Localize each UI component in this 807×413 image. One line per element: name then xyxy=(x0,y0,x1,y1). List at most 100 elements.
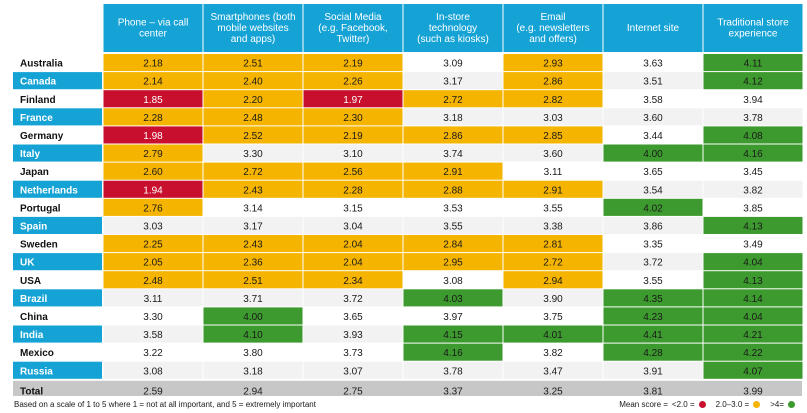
heat-cell xyxy=(303,271,403,289)
heat-cell-value: 1.98 xyxy=(143,131,163,142)
heat-cell xyxy=(503,90,603,108)
heat-cell-value: 1.85 xyxy=(143,95,163,106)
heat-cell-value: 4.13 xyxy=(743,221,763,232)
heat-cell xyxy=(503,54,603,72)
heat-cell xyxy=(603,289,703,307)
heat-cell xyxy=(103,198,203,216)
heat-cell xyxy=(503,235,603,253)
heat-cell-value: 1.97 xyxy=(343,95,363,106)
heat-cell-value: 3.71 xyxy=(243,294,263,305)
heat-cell-value: 3.44 xyxy=(643,131,663,142)
column-header-6 xyxy=(703,4,803,52)
heat-cell-value: 2.72 xyxy=(543,258,563,269)
heat-cell-value: 2.19 xyxy=(343,59,363,70)
heat-cell xyxy=(503,126,603,144)
heat-cell xyxy=(303,289,403,307)
heat-cell-value: 3.09 xyxy=(443,59,463,70)
heat-cell-value: 3.45 xyxy=(743,167,763,178)
heat-cell xyxy=(303,253,403,271)
heat-cell-value: 3.65 xyxy=(643,167,663,178)
heat-cell-value: 2.51 xyxy=(243,59,263,70)
heat-cell xyxy=(403,235,503,253)
heat-cell-value: 3.60 xyxy=(543,149,563,160)
country-label-bg xyxy=(13,144,102,162)
heat-cell-value: 2.56 xyxy=(343,167,363,178)
country-label-bg xyxy=(13,325,102,343)
heat-cell-value: 3.08 xyxy=(143,366,163,377)
heat-cell xyxy=(103,108,203,126)
heat-cell-value: 3.55 xyxy=(543,203,563,214)
heat-cell-value: 4.10 xyxy=(243,330,263,341)
heat-cell-value: 4.00 xyxy=(243,312,263,323)
heat-cell-value: 3.60 xyxy=(643,113,663,124)
heat-cell xyxy=(703,54,803,72)
heat-cell xyxy=(503,144,603,162)
heat-cell xyxy=(103,54,203,72)
heat-cell xyxy=(703,162,803,180)
heat-cell-value: 2.76 xyxy=(143,203,163,214)
heat-cell xyxy=(703,180,803,198)
heat-cell-value: 3.18 xyxy=(443,113,463,124)
heat-cell-value: 3.49 xyxy=(743,240,763,251)
heat-cell xyxy=(503,162,603,180)
column-header-label: Social Media xyxy=(324,12,382,23)
heat-cell-value: 3.18 xyxy=(243,366,263,377)
heat-cell-value: 2.19 xyxy=(343,131,363,142)
country-label-spain: Spain xyxy=(20,221,47,232)
heat-cell-value: 3.73 xyxy=(343,348,363,359)
country-label-bg xyxy=(13,253,102,271)
heat-cell-value: 3.04 xyxy=(343,221,363,232)
total-row-label: Total xyxy=(20,386,43,396)
heat-cell-value: 2.48 xyxy=(143,276,163,287)
heat-cell xyxy=(503,72,603,90)
heat-cell xyxy=(203,126,303,144)
heat-cell xyxy=(103,325,203,343)
heat-cell-value: 3.65 xyxy=(343,312,363,323)
heat-cell-value: 4.16 xyxy=(443,348,463,359)
country-label-bg xyxy=(13,361,102,379)
column-header-label: Email xyxy=(540,12,565,23)
legend-dot-high xyxy=(788,401,795,408)
column-header-label: (e.g. newsletters xyxy=(516,23,589,34)
heat-cell xyxy=(203,198,303,216)
heat-cell xyxy=(703,126,803,144)
heat-cell-value: 3.78 xyxy=(743,113,763,124)
column-header-label: and apps) xyxy=(231,34,275,45)
heat-cell xyxy=(203,162,303,180)
heat-cell xyxy=(203,235,303,253)
heat-cell-value: 2.72 xyxy=(243,167,263,178)
heat-cell xyxy=(103,361,203,379)
country-label-bg xyxy=(13,271,102,289)
heat-cell xyxy=(503,325,603,343)
heat-cell-value: 2.79 xyxy=(143,149,163,160)
heat-cell xyxy=(403,361,503,379)
heat-cell-value: 2.86 xyxy=(443,131,463,142)
heat-cell-value: 3.93 xyxy=(343,330,363,341)
heat-cell-value: 2.81 xyxy=(543,240,563,251)
legend-dot-low xyxy=(698,401,706,408)
legend-label-low: <2.0 = xyxy=(671,400,695,409)
heat-cell-value: 2.52 xyxy=(243,131,263,142)
country-label-bg xyxy=(13,54,102,72)
chart-footer: Based on a scale of 1 to 5 where 1 = not… xyxy=(0,396,807,413)
column-header-label: experience xyxy=(729,29,778,40)
country-label-bg xyxy=(13,307,102,325)
country-label-bg xyxy=(13,126,102,144)
heat-cell-value: 2.82 xyxy=(543,95,563,106)
heat-cell-value: 4.04 xyxy=(743,258,763,269)
country-label-brazil: Brazil xyxy=(20,294,47,305)
heat-cell xyxy=(403,325,503,343)
heat-cell-value: 3.51 xyxy=(643,77,663,88)
heat-cell xyxy=(703,289,803,307)
heat-cell-value: 2.28 xyxy=(343,185,363,196)
heat-cell-value: 4.07 xyxy=(743,366,763,377)
heat-cell-value: 4.14 xyxy=(743,294,763,305)
total-cell-value: 3.99 xyxy=(743,386,763,396)
heat-cell xyxy=(703,198,803,216)
heat-cell-value: 2.20 xyxy=(243,95,263,106)
heat-cell-value: 4.15 xyxy=(443,330,463,341)
heat-cell xyxy=(203,90,303,108)
country-label-china: China xyxy=(20,312,48,323)
heat-cell-value: 4.12 xyxy=(743,77,763,88)
country-label-germany: Germany xyxy=(20,131,64,142)
